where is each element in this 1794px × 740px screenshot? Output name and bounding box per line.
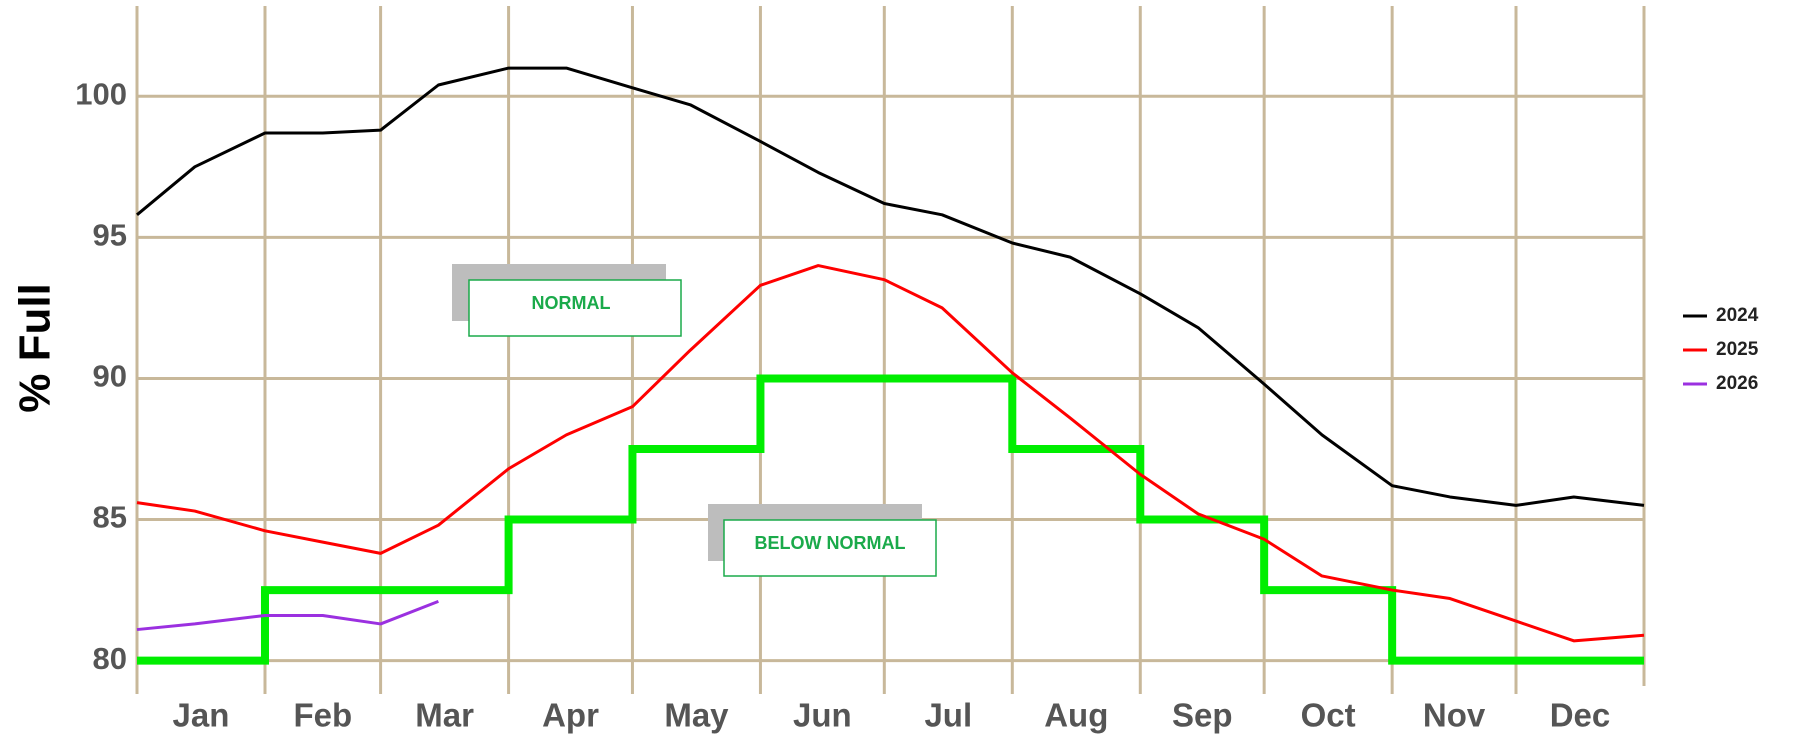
series-line: [136, 599, 439, 632]
x-tick-label: May: [664, 697, 729, 734]
series-line: [136, 264, 1645, 643]
x-tick-label: Aug: [1044, 697, 1108, 734]
y-tick-label: 95: [93, 218, 127, 253]
y-tick-label: 90: [93, 359, 127, 394]
legend-label: 2026: [1716, 373, 1758, 394]
annotation-normal: NORMAL: [452, 264, 682, 337]
x-tick-label: Jul: [924, 697, 972, 734]
x-tick-label: Sep: [1172, 697, 1233, 734]
series-line: [136, 66, 1645, 507]
annotation-text: NORMAL: [532, 293, 611, 313]
x-tick-label: Nov: [1423, 697, 1486, 734]
x-tick-label: Jan: [173, 697, 230, 734]
x-tick-label: Jun: [793, 697, 852, 734]
threshold-line: [137, 374, 1644, 665]
y-axis-label: % Full: [11, 283, 60, 413]
y-tick-label: 100: [75, 76, 127, 111]
x-tick-label: Feb: [293, 697, 352, 734]
x-tick-label: Apr: [542, 697, 599, 734]
legend-label: 2025: [1716, 339, 1759, 360]
y-tick-label: 80: [93, 641, 127, 676]
annotation-box: [723, 519, 937, 577]
x-tick-label: Oct: [1301, 697, 1356, 734]
y-tick-label: 85: [93, 500, 127, 535]
legend-label: 2024: [1716, 305, 1759, 326]
x-tick-label: Dec: [1550, 697, 1611, 734]
x-tick-label: Mar: [415, 697, 474, 734]
annotation-text: BELOW NORMAL: [755, 533, 906, 553]
annotation-below-normal: BELOW NORMAL: [708, 504, 937, 577]
annotation-box: [468, 279, 682, 337]
